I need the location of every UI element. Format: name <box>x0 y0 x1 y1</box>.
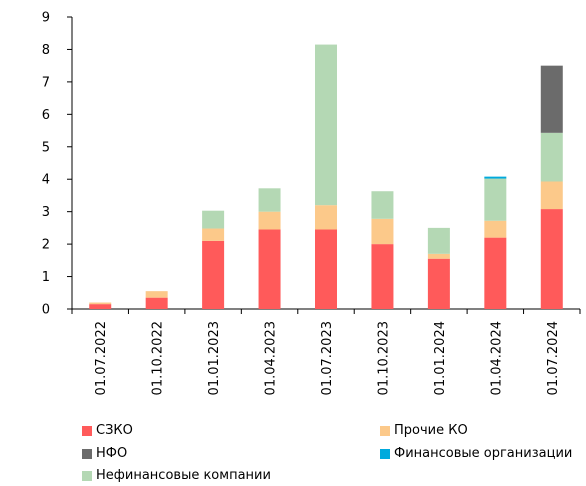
bar-segment <box>540 65 563 133</box>
x-tick-label: 01.10.2023 <box>376 321 391 395</box>
x-tick-label: 01.04.2023 <box>264 321 279 395</box>
bar-segment <box>145 297 168 309</box>
bar-segment <box>371 244 394 309</box>
bar-segment <box>427 258 450 309</box>
x-tick-label: 01.10.2022 <box>151 321 166 395</box>
bar-segment <box>540 132 563 182</box>
bar-segment <box>427 253 450 259</box>
bar-segment <box>202 210 225 229</box>
bar-segment <box>89 304 112 309</box>
y-tick-label: 9 <box>42 11 50 26</box>
bar-segment <box>540 209 563 309</box>
x-tick-label: 01.07.2023 <box>320 321 335 395</box>
y-tick-label: 2 <box>42 238 50 253</box>
bar-segment <box>484 176 507 179</box>
bar-segment <box>484 220 507 238</box>
y-tick-label: 0 <box>42 303 50 318</box>
bar-segment <box>427 227 450 254</box>
y-tick-label: 6 <box>42 108 50 123</box>
bar-segment <box>484 237 507 309</box>
bar-segment <box>371 218 394 245</box>
bar-segment <box>315 205 337 230</box>
x-tick-label: 01.01.2024 <box>433 321 448 395</box>
bar-segment <box>258 188 281 212</box>
y-tick-label: 1 <box>42 270 50 285</box>
y-tick-label: 5 <box>42 140 50 155</box>
x-tick-label: 01.04.2024 <box>489 321 504 395</box>
x-tick-label: 01.01.2023 <box>207 321 222 395</box>
bar-segment <box>145 291 168 298</box>
bar-segment <box>315 44 337 206</box>
y-tick-label: 4 <box>42 173 50 188</box>
y-tick-label: 3 <box>42 205 50 220</box>
x-tick-label: 01.07.2024 <box>546 321 561 395</box>
bar-segment <box>540 181 563 210</box>
y-tick-label: 7 <box>42 75 50 90</box>
x-tick-label: 01.07.2022 <box>94 321 109 395</box>
bar-segment <box>484 178 507 221</box>
bar-segment <box>371 191 394 219</box>
bar-segment <box>315 229 337 309</box>
bar-segment <box>89 302 112 305</box>
bar-segment <box>258 229 281 309</box>
bar-segment <box>202 228 225 241</box>
bar-segment <box>258 211 281 230</box>
y-tick-label: 8 <box>42 43 50 58</box>
bar-segment <box>202 240 225 309</box>
